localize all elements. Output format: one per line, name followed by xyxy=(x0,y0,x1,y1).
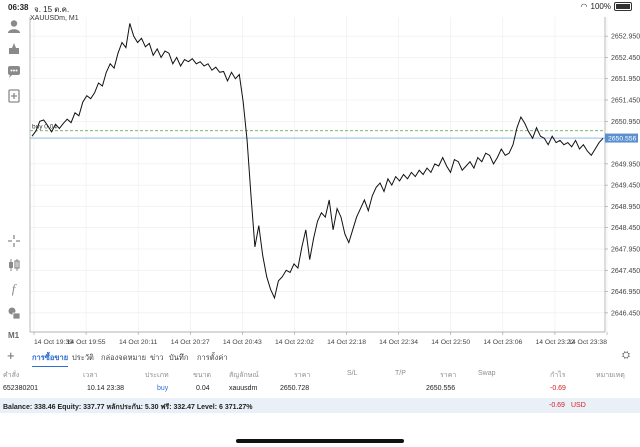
crosshair-icon[interactable] xyxy=(5,232,22,249)
order-symbol: xauusdm xyxy=(229,385,258,392)
status-right: ◠ 100% xyxy=(581,2,632,11)
wifi-icon: ◠ xyxy=(580,2,588,11)
battery-percent: 100% xyxy=(590,2,611,11)
order-level-label: buy 0.04 xyxy=(32,124,57,131)
total-profit: -0.69 xyxy=(549,402,565,409)
col-profit: กำไร xyxy=(550,372,566,379)
y-tick-label: 2651.450 xyxy=(611,98,640,105)
x-tick-label: 14 Oct 20:27 xyxy=(171,339,210,344)
tab-settings[interactable]: การตั้งค่า xyxy=(197,353,228,362)
y-tick-label: 2649.450 xyxy=(611,183,640,190)
x-tick-label: 14 Oct 22:50 xyxy=(431,339,470,344)
y-tick-label: 2652.450 xyxy=(611,55,640,62)
add-tab-icon[interactable]: + xyxy=(7,348,15,363)
y-tick-label: 2646.450 xyxy=(611,310,640,317)
col-price: ราคา xyxy=(294,372,311,379)
tab-history[interactable]: ประวัติ xyxy=(72,353,94,362)
terminal-tabbar: + การซื้อขาย ประวัติ กล่องจดหมาย ข่าว บั… xyxy=(0,348,640,367)
objects-icon[interactable] xyxy=(5,304,22,321)
y-tick-label: 2648.450 xyxy=(611,225,640,232)
order-open-price: 2650.728 xyxy=(280,385,310,392)
battery-icon xyxy=(614,2,632,11)
new-order-icon[interactable] xyxy=(5,87,22,104)
tab-journal[interactable]: บันทึก xyxy=(169,353,189,362)
x-tick-label: 14 Oct 22:18 xyxy=(327,339,366,344)
tab-trade[interactable]: การซื้อขาย xyxy=(32,353,69,367)
status-bar: 06:38 จ. 15 ต.ค. ◠ 100% xyxy=(0,0,640,14)
x-tick-label: 14 Oct 23:38 xyxy=(568,339,607,344)
balance-bar: Balance: 338.46 Equity: 337.77 หลักประกั… xyxy=(0,398,640,413)
status-time: 06:38 xyxy=(8,3,29,12)
y-tick-label: 2646.950 xyxy=(611,289,640,296)
order-profit: -0.69 xyxy=(550,385,566,392)
x-tick-label: 14 Oct 22:34 xyxy=(379,339,418,344)
chart-symbol-label: XAUUSDm, M1 xyxy=(30,15,79,22)
y-tick-label: 2647.950 xyxy=(611,246,640,253)
x-tick-label: 14 Oct 19:55 xyxy=(67,339,106,344)
candlestick-icon[interactable] xyxy=(5,256,22,273)
col-sl: S/L xyxy=(347,370,358,377)
home-indicator xyxy=(236,439,404,443)
chat-icon[interactable] xyxy=(5,63,22,80)
x-tick-label: 14 Oct 20:11 xyxy=(119,339,158,344)
price-series-line xyxy=(31,23,604,300)
balance-summary: Balance: 338.46 Equity: 337.77 หลักประกั… xyxy=(3,404,253,411)
chart-svg: 2652.950 2652.450 2651.950 2651.450 2650.950… xyxy=(29,17,640,346)
col-type: ประเภท xyxy=(145,372,169,379)
col-current-price: ราคา xyxy=(440,372,457,379)
current-price-tag xyxy=(605,133,638,143)
terminal-settings-icon[interactable]: ⛭ xyxy=(622,350,630,361)
order-time: 10.14 23:38 xyxy=(87,385,124,392)
y-tick-label: 2651.950 xyxy=(611,76,640,83)
price-chart[interactable]: 2652.950 2652.450 2651.950 2651.450 2650.950… xyxy=(27,14,640,346)
order-id: 652380201 xyxy=(3,385,39,392)
col-volume: ขนาด xyxy=(193,372,212,379)
col-comment: หมายเหตุ xyxy=(596,372,625,379)
y-tick-label: 2649.950 xyxy=(611,161,640,168)
account-icon[interactable] xyxy=(5,17,22,34)
y-tick-label: 2648.950 xyxy=(611,204,640,211)
x-tick-label: 14 Oct 23:06 xyxy=(483,339,522,344)
current-price-label: 2650.556 xyxy=(608,136,637,143)
left-toolbar: f M1 xyxy=(0,14,27,344)
x-tick-label: 14 Oct 20:43 xyxy=(223,339,262,344)
x-tick-label: 14 Oct 23:22 xyxy=(535,339,574,344)
y-tick-label: 2647.450 xyxy=(611,268,640,275)
indicators-icon[interactable]: f xyxy=(11,280,16,296)
order-current-price: 2650.556 xyxy=(426,385,456,392)
trade-icon[interactable] xyxy=(5,39,22,56)
col-time: เวลา xyxy=(83,372,98,379)
x-tick-label: 14 Oct 19:39 xyxy=(34,339,73,344)
status-date: จ. 15 ต.ค. xyxy=(34,5,70,14)
col-swap: Swap xyxy=(478,370,496,377)
order-type: buy xyxy=(157,385,169,392)
col-symbol: สัญลักษณ์ xyxy=(229,372,259,379)
y-tick-label: 2650.950 xyxy=(611,119,640,126)
tab-mailbox[interactable]: กล่องจดหมาย xyxy=(101,353,147,362)
col-order: คำสั่ง xyxy=(3,372,20,379)
x-tick-label: 14 Oct 22:02 xyxy=(275,339,314,344)
profit-currency: USD xyxy=(571,402,586,409)
order-volume: 0.04 xyxy=(196,385,210,392)
tab-news[interactable]: ข่าว xyxy=(150,353,164,362)
col-tp: T/P xyxy=(395,370,406,377)
timeframe-button[interactable]: M1 xyxy=(7,331,20,340)
y-tick-label: 2652.950 xyxy=(611,34,640,41)
